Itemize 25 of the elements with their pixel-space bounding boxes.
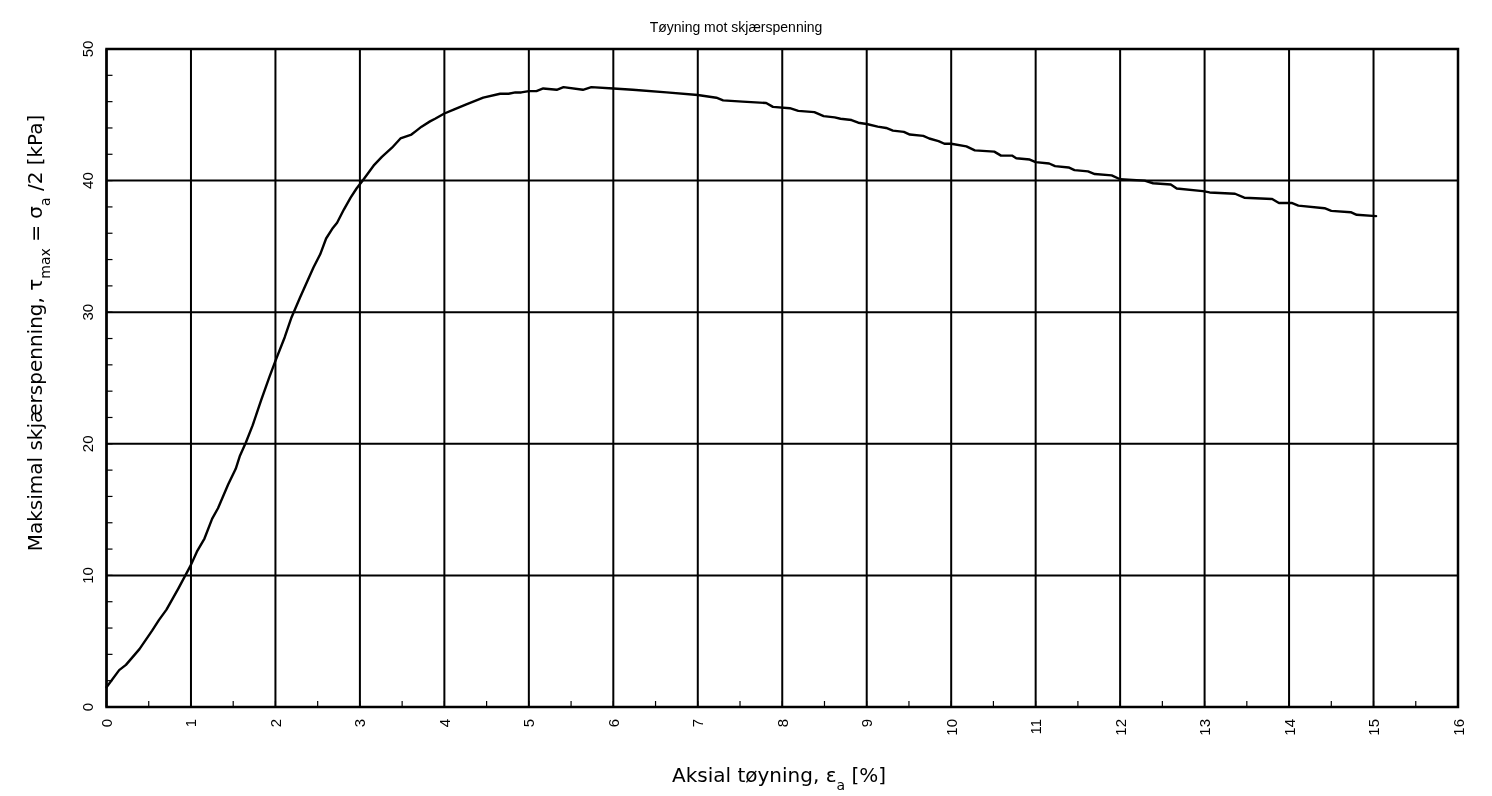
x-tick-label: 2 [266, 719, 284, 728]
x-tick-label: 14 [1280, 719, 1298, 736]
x-tick-label: 16 [1449, 719, 1467, 736]
x-tick-label: 10 [942, 719, 960, 736]
y-tick-label: 40 [78, 172, 96, 189]
x-tick-label: 8 [773, 719, 791, 728]
x-tick-label: 13 [1196, 719, 1214, 736]
x-tick-label: 5 [520, 719, 538, 728]
chart-title: Tøyning mot skjærspenning [649, 19, 823, 35]
x-tick-label: 6 [604, 719, 622, 728]
y-tick-label: 0 [78, 702, 96, 712]
x-tick-label: 11 [1027, 719, 1045, 735]
x-tick-label: 15 [1365, 719, 1383, 736]
y-tick-label: 20 [78, 435, 96, 453]
y-tick-label: 10 [78, 567, 96, 584]
y-tick-label: 50 [78, 40, 96, 58]
x-axis-title: Aksial tøyning, ε$_{a}$ [%] [671, 763, 887, 793]
x-tick-label: 4 [435, 719, 453, 728]
x-tick-label: 3 [351, 719, 369, 728]
x-tick-label: 9 [858, 719, 876, 728]
x-tick-label: 0 [98, 719, 115, 728]
y-tick-label: 30 [78, 303, 96, 321]
x-tick-label: 12 [1111, 719, 1129, 736]
x-tick-label: 1 [182, 719, 200, 728]
x-tick-label: 7 [689, 719, 707, 728]
